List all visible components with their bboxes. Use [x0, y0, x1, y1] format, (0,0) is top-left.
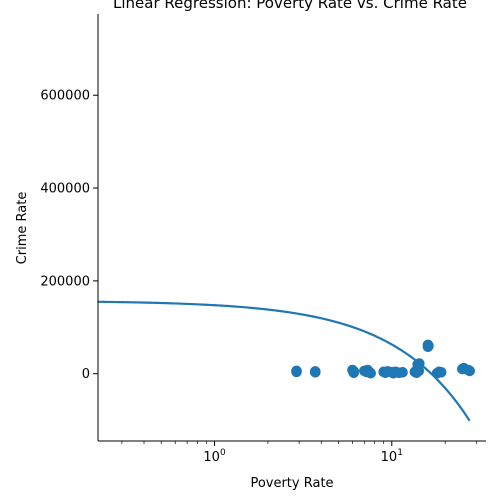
- data-point: [423, 340, 434, 352]
- chart-title: Linear Regression: Poverty Rate vs. Crim…: [113, 0, 467, 12]
- x-axis-label: Poverty Rate: [250, 476, 333, 491]
- regression-line: [97, 300, 471, 422]
- y-tick-label: 400000: [40, 182, 90, 197]
- y-tick-label: 200000: [40, 274, 90, 289]
- y-axis-label: Crime Rate: [15, 192, 30, 265]
- x-tick-label: 100: [203, 448, 226, 465]
- data-point: [348, 367, 360, 379]
- data-point: [365, 367, 376, 379]
- data-point: [397, 367, 408, 378]
- data-point: [435, 367, 447, 378]
- data-point: [464, 365, 475, 377]
- data-point: [309, 367, 321, 378]
- y-tick-label: 0: [82, 367, 90, 382]
- y-axis-ticks: 0 200000 400000 600000: [40, 89, 98, 382]
- data-point: [291, 366, 302, 378]
- y-tick-label: 600000: [40, 89, 90, 104]
- plot-area: [97, 300, 475, 422]
- x-tick-label: 101: [381, 448, 403, 465]
- x-axis-ticks: 100 101: [121, 441, 477, 465]
